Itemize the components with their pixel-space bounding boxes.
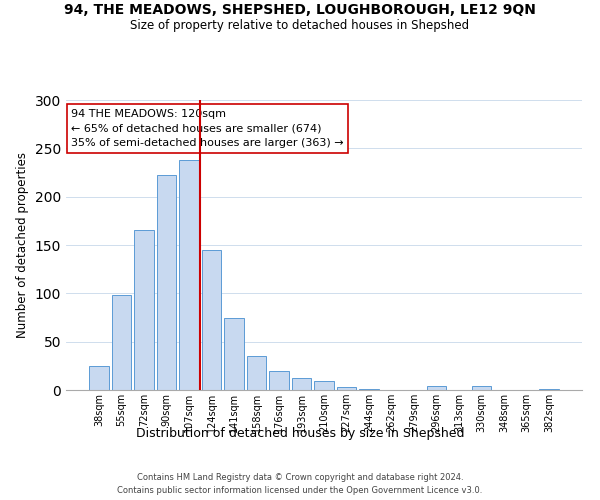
Bar bbox=[337, 387, 356, 390]
Bar bbox=[359, 389, 379, 390]
Bar bbox=[539, 389, 559, 390]
Bar bbox=[134, 230, 154, 390]
Bar bbox=[224, 318, 244, 390]
Y-axis label: Number of detached properties: Number of detached properties bbox=[16, 152, 29, 338]
Bar bbox=[157, 176, 176, 390]
Bar bbox=[112, 296, 131, 390]
Bar bbox=[202, 250, 221, 390]
Bar bbox=[472, 386, 491, 390]
Text: 94 THE MEADOWS: 120sqm
← 65% of detached houses are smaller (674)
35% of semi-de: 94 THE MEADOWS: 120sqm ← 65% of detached… bbox=[71, 108, 344, 148]
Bar bbox=[269, 370, 289, 390]
Bar bbox=[247, 356, 266, 390]
Bar bbox=[89, 366, 109, 390]
Text: Size of property relative to detached houses in Shepshed: Size of property relative to detached ho… bbox=[130, 18, 470, 32]
Bar bbox=[179, 160, 199, 390]
Bar bbox=[314, 382, 334, 390]
Bar bbox=[292, 378, 311, 390]
Bar bbox=[427, 386, 446, 390]
Text: Contains HM Land Registry data © Crown copyright and database right 2024.
Contai: Contains HM Land Registry data © Crown c… bbox=[118, 474, 482, 495]
Text: 94, THE MEADOWS, SHEPSHED, LOUGHBOROUGH, LE12 9QN: 94, THE MEADOWS, SHEPSHED, LOUGHBOROUGH,… bbox=[64, 2, 536, 16]
Text: Distribution of detached houses by size in Shepshed: Distribution of detached houses by size … bbox=[136, 428, 464, 440]
